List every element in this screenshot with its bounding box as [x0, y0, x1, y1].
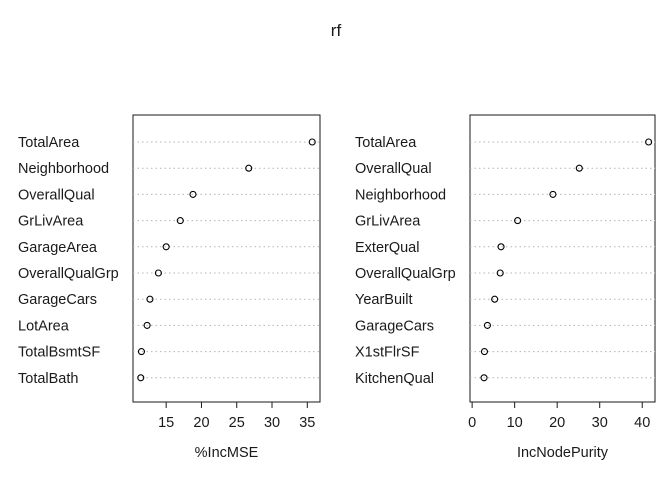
data-point [146, 295, 154, 303]
data-point [189, 190, 197, 198]
category-label: KitchenQual [355, 371, 434, 387]
category-label: TotalArea [18, 135, 80, 151]
data-point [245, 164, 253, 172]
category-label: TotalArea [355, 135, 417, 151]
x-tick-label: 20 [549, 415, 565, 431]
x-tick-label: 15 [158, 415, 174, 431]
data-point [480, 374, 488, 382]
x-tick-label: 30 [592, 415, 608, 431]
data-point [176, 217, 184, 225]
x-tick-label: 10 [507, 415, 523, 431]
x-tick-label: 0 [468, 415, 476, 431]
category-label: OverallQualGrp [355, 266, 456, 282]
plot-frame [132, 114, 321, 403]
category-label: GrLivArea [18, 214, 84, 230]
data-point [162, 243, 170, 251]
data-point [483, 321, 491, 329]
x-tick-label: 25 [229, 415, 245, 431]
panels-container: TotalArea Neighborhood OverallQual GrLivAre… [18, 114, 656, 461]
data-point [575, 164, 583, 172]
data-point [308, 138, 316, 146]
data-point [137, 348, 146, 356]
x-tick-label: 20 [193, 415, 209, 431]
data-point [143, 321, 151, 329]
category-label: ExterQual [355, 240, 419, 256]
x-axis-label: %IncMSE [195, 445, 259, 461]
category-label: Neighborhood [355, 187, 446, 203]
data-point [549, 190, 557, 198]
x-tick-label: 40 [634, 415, 650, 431]
data-point [480, 348, 489, 356]
data-point [491, 295, 499, 303]
category-label: YearBuilt [355, 292, 413, 308]
data-point [496, 269, 504, 277]
category-label: TotalBsmtSF [18, 345, 100, 361]
x-tick-label: 35 [299, 415, 315, 431]
x-tick-label: 30 [264, 415, 280, 431]
category-label: GarageArea [18, 240, 98, 256]
category-label: GarageCars [18, 292, 97, 308]
plot-frame [469, 114, 656, 403]
chart-title: rf [331, 21, 342, 40]
category-label: GarageCars [355, 318, 434, 334]
category-label: OverallQual [355, 161, 432, 177]
category-label: X1stFlrSF [355, 345, 420, 361]
category-label: OverallQualGrp [18, 266, 119, 282]
data-point [497, 243, 505, 251]
data-point [645, 138, 653, 146]
category-label: LotArea [18, 318, 70, 334]
x-axis-label: IncNodePurity [517, 445, 609, 461]
panel-2: TotalArea OverallQual Neighborhood GrLivAre… [355, 114, 656, 461]
category-label: OverallQual [18, 187, 95, 203]
category-label: Neighborhood [18, 161, 109, 177]
panel-1: TotalArea Neighborhood OverallQual GrLivAre… [18, 114, 321, 461]
category-label: TotalBath [18, 371, 78, 387]
category-label: GrLivArea [355, 214, 421, 230]
data-point [154, 269, 162, 277]
data-point [137, 374, 145, 382]
data-point [514, 217, 522, 225]
